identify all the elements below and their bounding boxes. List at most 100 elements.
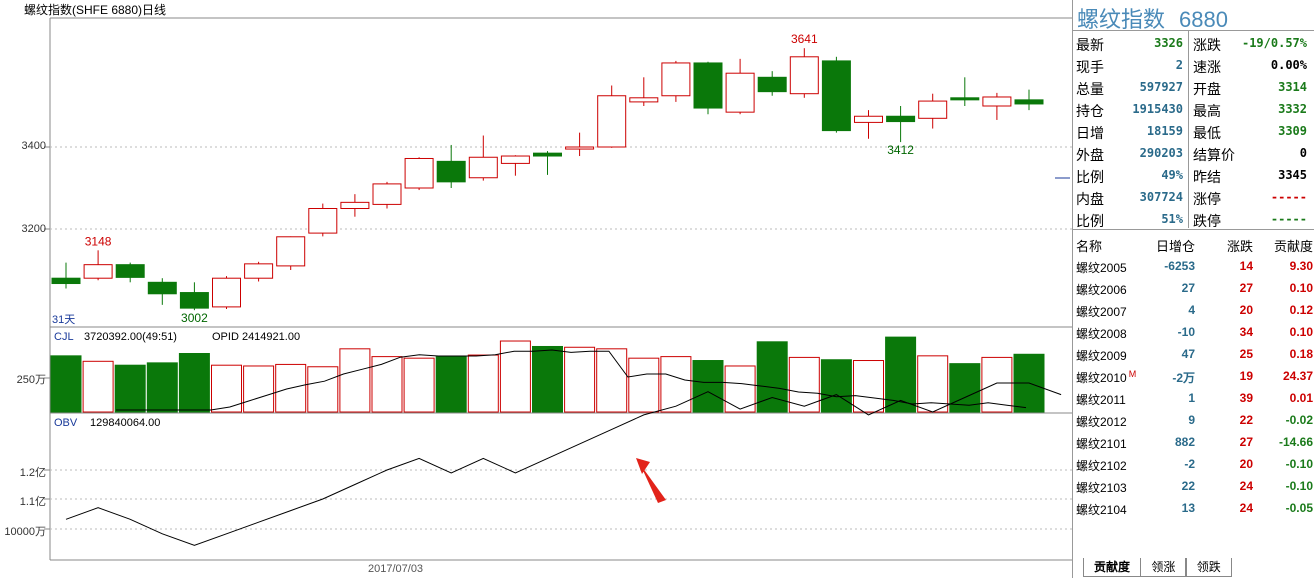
days-label: 31天 bbox=[52, 314, 76, 326]
candle-body bbox=[918, 100, 948, 119]
price-extreme-label: 3148 bbox=[85, 234, 112, 248]
contribution: -0.05 bbox=[1285, 501, 1313, 515]
volume-bar bbox=[211, 364, 242, 413]
candle-body bbox=[1014, 99, 1044, 105]
quote-key: 开盘 bbox=[1193, 81, 1221, 97]
contract-row[interactable]: 螺纹2012 9 22 -0.02 bbox=[1073, 410, 1314, 432]
tab-leading-down[interactable]: 领跌 bbox=[1185, 558, 1232, 577]
annotation-arrowhead bbox=[636, 458, 650, 474]
candle-body bbox=[629, 97, 659, 103]
quote-value: 290203 bbox=[1139, 146, 1183, 160]
contribution: 24.37 bbox=[1282, 369, 1313, 383]
volume-bar bbox=[403, 357, 435, 413]
contract-name: 螺纹2012 bbox=[1076, 415, 1127, 429]
daily-oi-change: 47 bbox=[1181, 347, 1195, 361]
daily-oi-change: 4 bbox=[1188, 303, 1195, 317]
chart-background bbox=[0, 0, 1072, 578]
chart-area[interactable]: 3148 3002 3641 3412 螺纹指数(SHFE 6880)日线 31天 C… bbox=[0, 0, 1072, 578]
candle-body bbox=[212, 277, 241, 308]
candle-body bbox=[372, 183, 402, 205]
volume-bar bbox=[853, 360, 884, 413]
obv-value: 129840064.00 bbox=[90, 417, 161, 429]
price-change: 20 bbox=[1239, 303, 1253, 317]
contribution: 9.30 bbox=[1289, 259, 1313, 273]
contract-name: 螺纹2008 bbox=[1076, 327, 1127, 341]
quote-key: 最新 bbox=[1076, 37, 1104, 53]
volume-bar bbox=[724, 365, 756, 413]
candle-body bbox=[276, 236, 306, 267]
candle-body bbox=[115, 264, 145, 278]
quote-row: 比例 49% 昨结 3345 bbox=[1073, 165, 1314, 187]
quote-row: 比例 51% 跌停 ----- bbox=[1073, 209, 1314, 231]
tab-leading-up[interactable]: 领涨 bbox=[1140, 558, 1187, 577]
candle-body bbox=[147, 281, 177, 295]
contract-row[interactable]: 螺纹2101 882 27 -14.66 bbox=[1073, 432, 1314, 454]
contribution: -0.10 bbox=[1285, 479, 1313, 493]
contract-row[interactable]: 螺纹2010 M -2万 19 24.37 bbox=[1073, 366, 1314, 388]
price-change: 24 bbox=[1239, 479, 1253, 493]
quote-row: 总量 597927 开盘 3314 bbox=[1073, 77, 1314, 99]
volume-bar bbox=[178, 353, 210, 413]
contract-row[interactable]: 螺纹2009 47 25 0.18 bbox=[1073, 344, 1314, 366]
volume-bar bbox=[596, 348, 628, 413]
obv-tick-2: 1.1亿 bbox=[19, 496, 46, 508]
candle-body bbox=[821, 60, 851, 132]
kline-chart[interactable]: 3148 3002 3641 3412 bbox=[0, 0, 1072, 578]
contract-name: 螺纹2007 bbox=[1076, 305, 1127, 319]
quote-value: 49% bbox=[1161, 168, 1183, 182]
col-daily-oi[interactable]: 日增仓 bbox=[1155, 239, 1195, 254]
obv-tick-3: 10000万 bbox=[4, 526, 46, 538]
candle-body bbox=[308, 208, 338, 234]
volume-bar bbox=[692, 360, 724, 413]
candle-body bbox=[950, 97, 980, 101]
contract-name: 螺纹2009 bbox=[1076, 349, 1127, 363]
quote-key: 日增 bbox=[1076, 125, 1104, 141]
quote-value: ----- bbox=[1270, 190, 1307, 204]
daily-oi-change: 1 bbox=[1188, 391, 1195, 405]
obv-tick-1: 1.2亿 bbox=[19, 467, 46, 479]
volume-bar bbox=[50, 355, 82, 413]
daily-oi-change: -2 bbox=[1184, 457, 1195, 471]
volume-bar bbox=[371, 356, 403, 413]
quote-key: 涨停 bbox=[1193, 191, 1221, 207]
col-name[interactable]: 名称 bbox=[1076, 239, 1103, 254]
quote-value: 597927 bbox=[1139, 80, 1183, 94]
price-tick-3200: 3200 bbox=[21, 223, 46, 235]
quote-key: 涨跌 bbox=[1193, 37, 1221, 53]
price-change: 14 bbox=[1239, 259, 1253, 273]
volume-bar bbox=[243, 365, 275, 413]
quote-key: 外盘 bbox=[1076, 147, 1104, 163]
contract-row[interactable]: 螺纹2005 -6253 14 9.30 bbox=[1073, 256, 1314, 278]
col-contribution[interactable]: 贡献度 bbox=[1273, 239, 1313, 254]
price-change: 27 bbox=[1239, 435, 1253, 449]
contract-row[interactable]: 螺纹2104 13 24 -0.05 bbox=[1073, 498, 1314, 520]
chart-title: 螺纹指数(SHFE 6880)日线 bbox=[24, 3, 167, 17]
quote-key: 速涨 bbox=[1193, 59, 1221, 75]
quote-value: 3326 bbox=[1154, 36, 1183, 50]
quote-key: 现手 bbox=[1076, 59, 1104, 75]
candle-body bbox=[468, 156, 498, 179]
quote-key: 最高 bbox=[1193, 103, 1221, 119]
contribution: 0.10 bbox=[1289, 281, 1313, 295]
tab-contribution[interactable]: 贡献度 bbox=[1083, 558, 1142, 577]
quote-value: 1915430 bbox=[1132, 102, 1183, 116]
main-contract-mark: M bbox=[1128, 369, 1137, 379]
candle-body bbox=[533, 152, 562, 157]
volume-bar bbox=[307, 366, 339, 413]
price-extreme-label: 3002 bbox=[181, 311, 208, 325]
col-change[interactable]: 涨跌 bbox=[1226, 239, 1253, 254]
volume-bar bbox=[820, 359, 852, 413]
contract-row[interactable]: 螺纹2007 4 20 0.12 bbox=[1073, 300, 1314, 322]
candle-body bbox=[789, 56, 819, 95]
contract-row[interactable]: 螺纹2103 22 24 -0.10 bbox=[1073, 476, 1314, 498]
quote-value: 307724 bbox=[1139, 190, 1183, 204]
contract-name: 螺纹2005 bbox=[1076, 261, 1127, 275]
contract-row[interactable]: 螺纹2006 27 27 0.10 bbox=[1073, 278, 1314, 300]
annotation-arrow bbox=[640, 464, 666, 503]
volume-bar bbox=[660, 356, 692, 413]
contract-row[interactable]: 螺纹2008 -10 34 0.10 bbox=[1073, 322, 1314, 344]
contract-row[interactable]: 螺纹2011 1 39 0.01 bbox=[1073, 388, 1314, 410]
daily-oi-change: -6253 bbox=[1164, 259, 1195, 273]
price-change: 34 bbox=[1239, 325, 1253, 339]
contract-row[interactable]: 螺纹2102 -2 20 -0.10 bbox=[1073, 454, 1314, 476]
